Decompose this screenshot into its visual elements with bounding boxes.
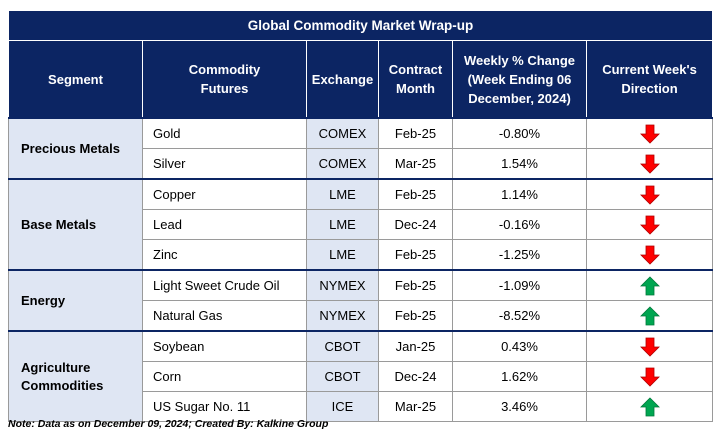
direction-cell xyxy=(585,239,714,271)
contract-month-cell: Mar-25 xyxy=(378,391,453,422)
commodity-cell: Corn xyxy=(142,361,307,392)
weekly-change-cell: -1.25% xyxy=(452,239,587,271)
direction-cell xyxy=(585,209,714,240)
exchange-cell: CBOT xyxy=(306,361,379,392)
arrow-up-icon xyxy=(639,275,660,295)
exchange-cell: NYMEX xyxy=(306,269,379,301)
contract-month-cell: Dec-24 xyxy=(378,209,453,240)
arrow-down-icon xyxy=(639,124,660,144)
direction-cell xyxy=(585,178,714,210)
table-row: Corn CBOT Dec-24 1.62% xyxy=(9,361,714,392)
segment-label: Energy xyxy=(21,292,66,308)
segment-cell: Precious Metals xyxy=(8,117,143,180)
contract-month-cell: Feb-25 xyxy=(378,269,453,301)
direction-cell xyxy=(585,391,714,422)
commodity-cell: Zinc xyxy=(142,239,307,271)
weekly-change-cell: 1.62% xyxy=(452,361,587,392)
direction-cell xyxy=(585,300,714,332)
segment-label-line2: Commodities xyxy=(21,377,104,393)
exchange-cell: LME xyxy=(306,239,379,271)
table-row: Natural Gas NYMEX Feb-25 -8.52% xyxy=(9,300,714,332)
table-row: Silver COMEX Mar-25 1.54% xyxy=(9,148,714,180)
header-commodity: Commodity Futures xyxy=(142,40,307,119)
commodity-cell: Light Sweet Crude Oil xyxy=(142,269,307,301)
contract-month-cell: Mar-25 xyxy=(378,148,453,180)
arrow-down-icon xyxy=(639,337,660,357)
commodity-cell: Soybean xyxy=(142,330,307,362)
segment-cell: Agriculture Commodities xyxy=(8,330,143,422)
weekly-change-cell: 3.46% xyxy=(452,391,587,422)
exchange-cell: ICE xyxy=(306,391,379,422)
segment-label: Base Metals xyxy=(21,216,97,232)
header-segment: Segment xyxy=(8,40,143,119)
exchange-cell: CBOT xyxy=(306,330,379,362)
contract-month-cell: Feb-25 xyxy=(378,117,453,149)
commodity-cell: Gold xyxy=(142,117,307,149)
exchange-cell: COMEX xyxy=(306,117,379,149)
table-row: Base Metals Copper LME Feb-25 1.14% xyxy=(8,178,714,271)
direction-cell xyxy=(585,117,714,149)
segment-cell: Base Metals xyxy=(8,178,143,271)
direction-cell xyxy=(585,148,714,180)
segment-label: Agriculture xyxy=(21,359,91,375)
table-row: US Sugar No. 11 ICE Mar-25 3.46% xyxy=(9,391,714,422)
table-row: Zinc LME Feb-25 -1.25% xyxy=(9,239,714,271)
exchange-cell: LME xyxy=(306,209,379,240)
contract-month-cell: Feb-25 xyxy=(378,300,453,332)
table-row: Energy Light Sweet Crude Oil NYMEX Feb-25 -1… xyxy=(8,269,714,332)
header-weekly-change: Weekly % Change (Week Ending 06 December, … xyxy=(452,40,587,119)
table-body: Precious Metals Gold COMEX Feb-25 -0.80% Silv… xyxy=(8,117,714,422)
commodity-table: Global Commodity Market Wrap-up Segment … xyxy=(7,10,714,422)
direction-cell xyxy=(585,330,714,362)
arrow-down-icon xyxy=(639,245,660,265)
exchange-cell: NYMEX xyxy=(306,300,379,332)
contract-month-cell: Jan-25 xyxy=(378,330,453,362)
exchange-cell: COMEX xyxy=(306,148,379,180)
weekly-change-cell: 1.14% xyxy=(452,178,587,210)
arrow-down-icon xyxy=(639,185,660,205)
arrow-down-icon xyxy=(639,154,660,174)
header-exchange: Exchange xyxy=(306,40,379,119)
commodity-cell: Lead xyxy=(142,209,307,240)
commodity-cell: US Sugar No. 11 xyxy=(142,391,307,422)
exchange-cell: LME xyxy=(306,178,379,210)
footnote: Note: Data as on December 09, 2024; Crea… xyxy=(8,418,329,430)
segment-label: Precious Metals xyxy=(21,140,120,156)
header-contract-month: Contract Month xyxy=(378,40,453,119)
arrow-up-icon xyxy=(639,305,660,325)
contract-month-cell: Dec-24 xyxy=(378,361,453,392)
weekly-change-cell: -1.09% xyxy=(452,269,587,301)
commodity-table-container: Global Commodity Market Wrap-up Segment … xyxy=(7,10,714,422)
direction-cell xyxy=(585,361,714,392)
table-row: Precious Metals Gold COMEX Feb-25 -0.80% xyxy=(8,117,714,180)
contract-month-cell: Feb-25 xyxy=(378,239,453,271)
arrow-down-icon xyxy=(639,367,660,387)
weekly-change-cell: -8.52% xyxy=(452,300,587,332)
weekly-change-cell: 1.54% xyxy=(452,148,587,180)
contract-month-cell: Feb-25 xyxy=(378,178,453,210)
table-title: Global Commodity Market Wrap-up xyxy=(7,10,714,41)
table-row: Agriculture Commodities Soybean CBOT Jan-25 0… xyxy=(8,330,714,422)
commodity-cell: Silver xyxy=(142,148,307,180)
weekly-change-cell: -0.80% xyxy=(452,117,587,149)
segment-cell: Energy xyxy=(8,269,143,332)
commodity-cell: Copper xyxy=(142,178,307,210)
arrow-up-icon xyxy=(639,396,660,416)
arrow-down-icon xyxy=(639,215,660,235)
header-direction: Current Week's Direction xyxy=(585,40,714,119)
weekly-change-cell: -0.16% xyxy=(452,209,587,240)
table-row: Lead LME Dec-24 -0.16% xyxy=(9,209,714,240)
commodity-cell: Natural Gas xyxy=(142,300,307,332)
weekly-change-cell: 0.43% xyxy=(452,330,587,362)
direction-cell xyxy=(585,269,714,301)
